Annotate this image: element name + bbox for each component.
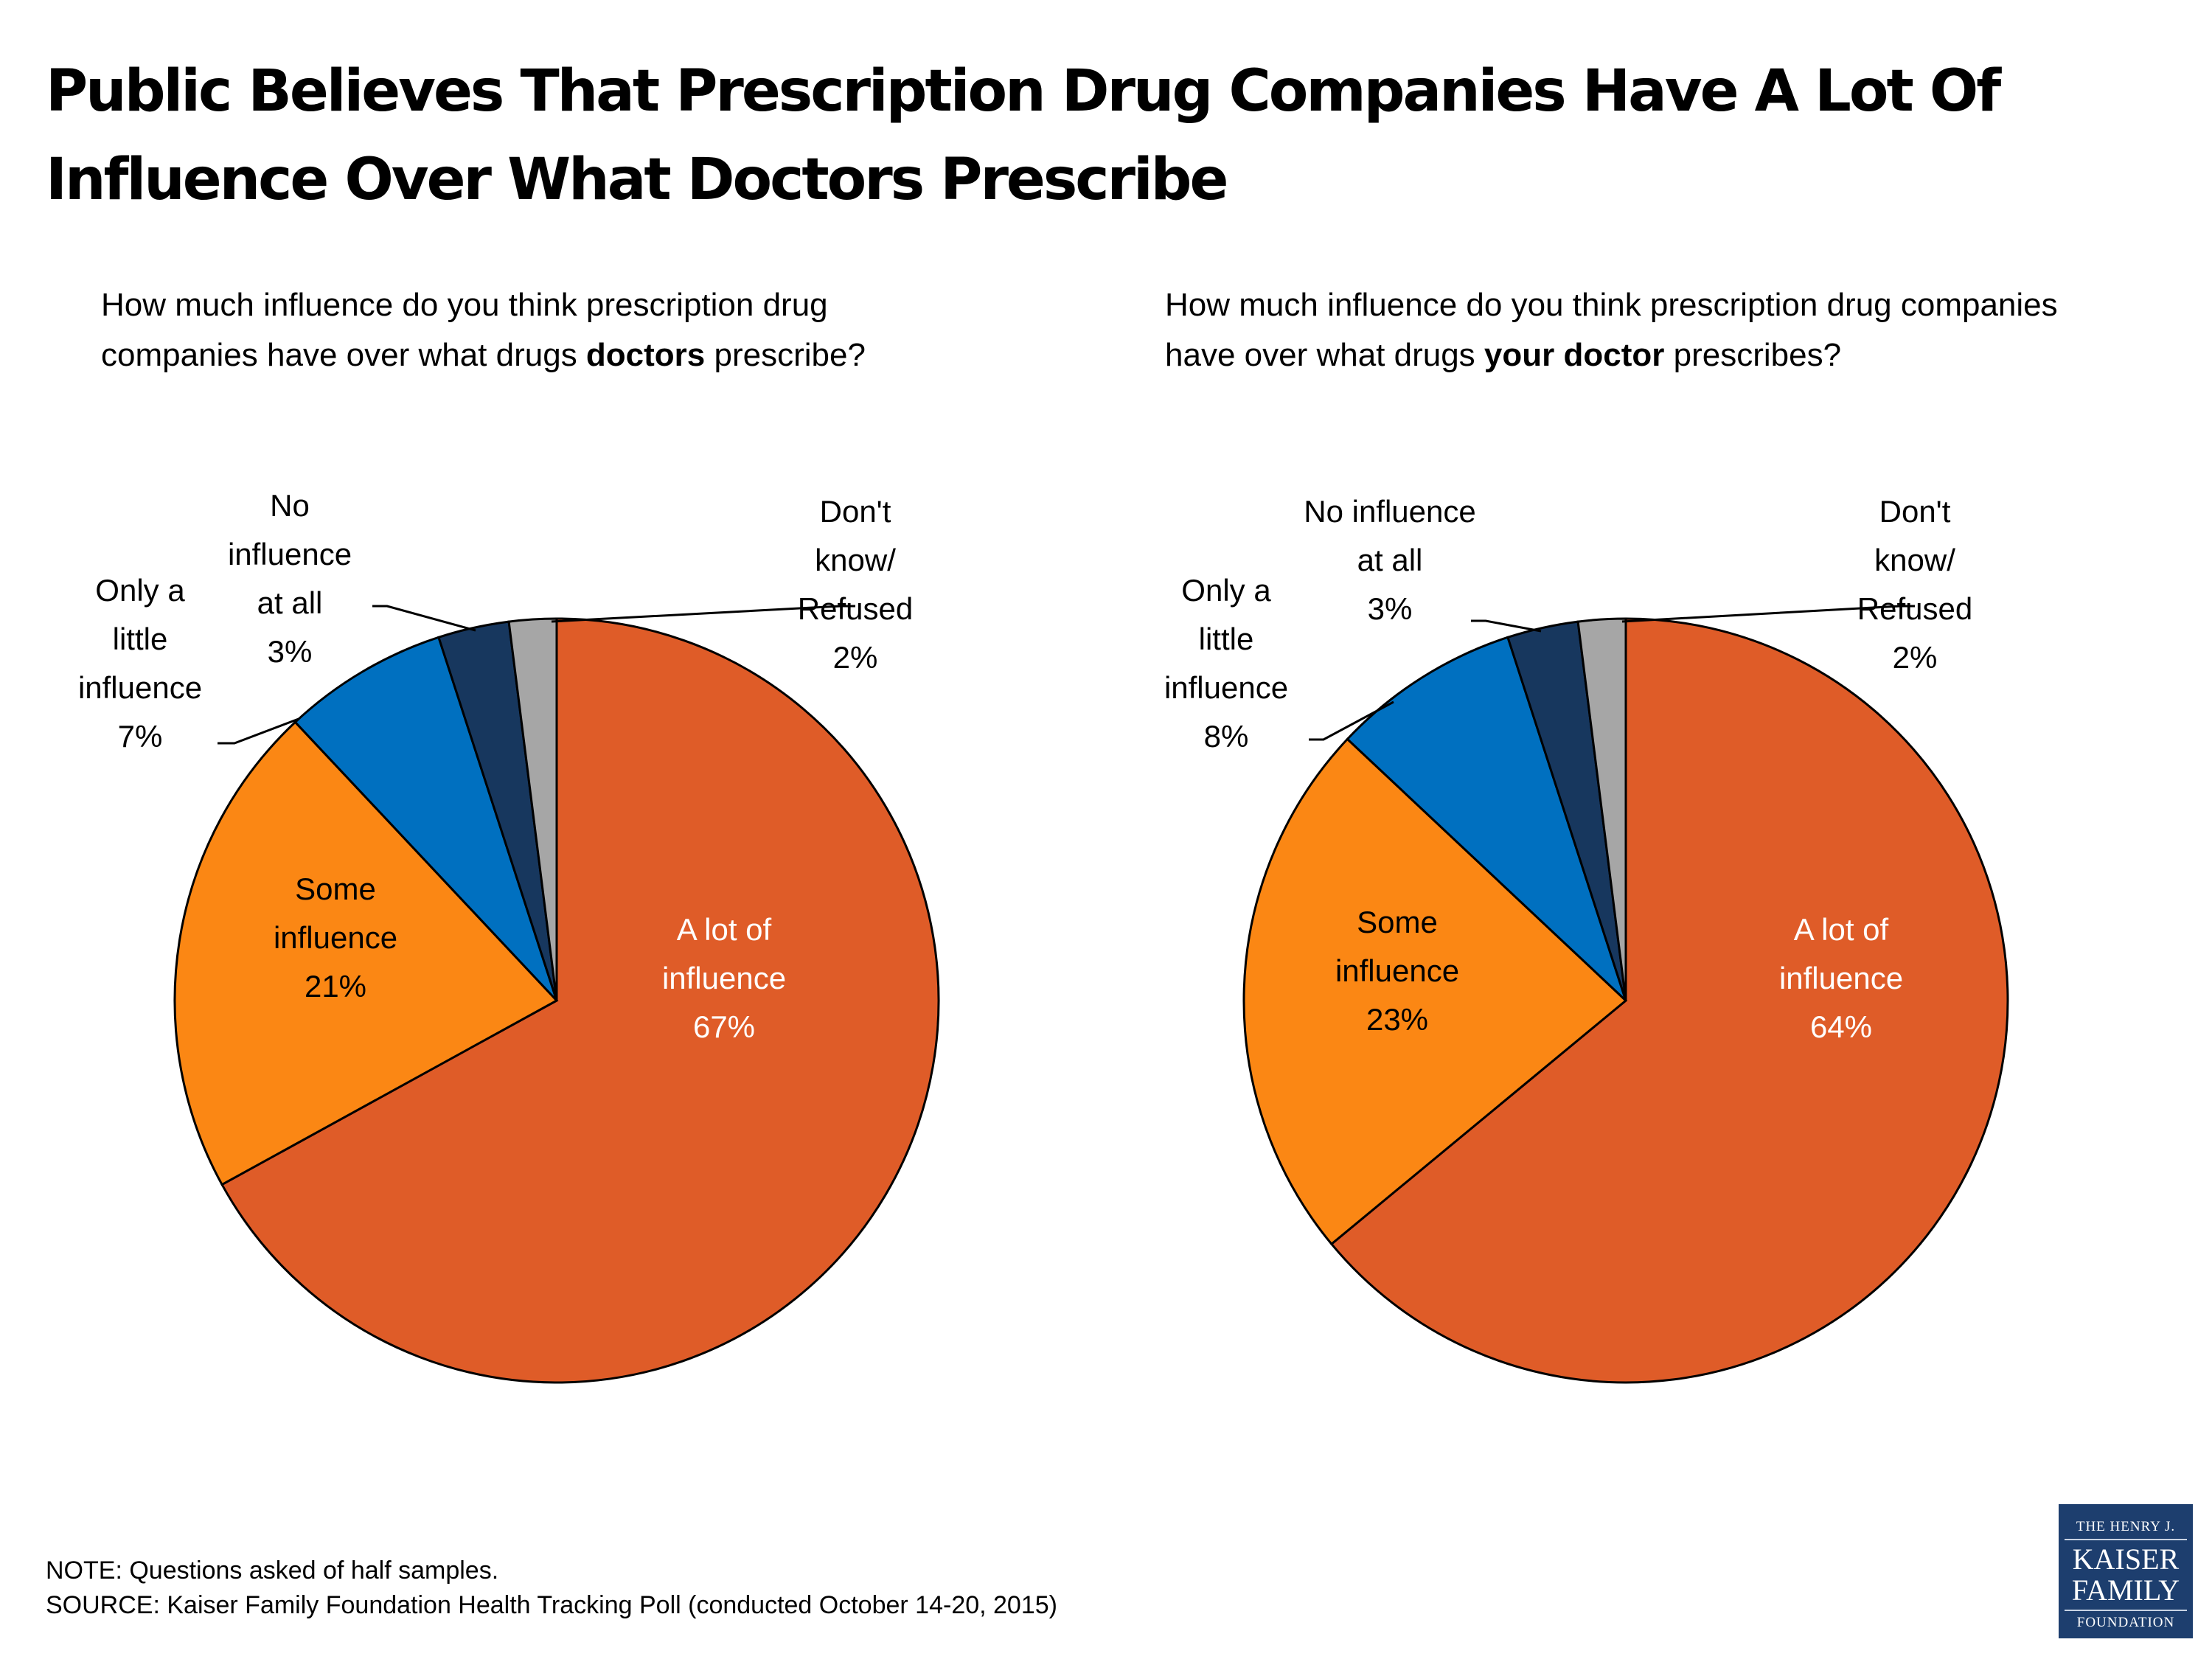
data-label-line: influence xyxy=(274,920,397,955)
question-left-end: prescribe? xyxy=(705,337,866,373)
data-label-line: little xyxy=(1199,622,1254,656)
question-right-end: prescribes? xyxy=(1664,337,1842,373)
data-label-line: influence xyxy=(1335,953,1459,988)
data-label: No influence at all 3% xyxy=(228,488,352,669)
leader-line xyxy=(372,605,476,632)
pie-slice-only-a-little-influence xyxy=(293,636,558,1002)
data-label: Some influence 21% xyxy=(274,872,397,1004)
data-label: Some influence 23% xyxy=(1335,905,1459,1037)
leader-line xyxy=(1471,619,1542,633)
leader-line xyxy=(218,717,299,745)
data-label-line: A lot of xyxy=(1794,912,1889,947)
leader-line xyxy=(1621,605,1915,623)
question-left: How much influence do you think prescrip… xyxy=(101,280,986,380)
data-label: Don't know/Refused 2% xyxy=(798,494,913,675)
data-label: No influence at all 3% xyxy=(1304,494,1475,626)
data-label-line: know/ xyxy=(815,543,896,577)
data-label-line: 64% xyxy=(1810,1009,1872,1044)
data-label-line: influence xyxy=(228,537,352,571)
data-label-line: 3% xyxy=(268,634,313,669)
data-label-line: Refused xyxy=(798,591,913,626)
data-label-line: 67% xyxy=(693,1009,755,1044)
data-label-line: 21% xyxy=(305,969,366,1004)
data-label-line: influence xyxy=(1164,670,1288,705)
data-label-line: know/ xyxy=(1874,543,1955,577)
question-right: How much influence do you think prescrip… xyxy=(1165,280,2124,380)
pie-slice-a-lot-of-influence xyxy=(1329,617,2009,1384)
chart-title: Public Believes That Prescription Drug C… xyxy=(46,58,2001,213)
data-label: Don't know/Refused 2% xyxy=(1857,494,1972,675)
data-label-line: at all xyxy=(1357,543,1423,577)
data-label-line: Refused xyxy=(1857,591,1972,626)
question-right-emphasis: your doctor xyxy=(1484,337,1665,373)
data-label-line: Don't xyxy=(820,494,891,529)
data-label-line: Some xyxy=(1357,905,1438,939)
pie-slice-don-t-know-refused xyxy=(507,617,558,1001)
pie-slice-a-lot-of-influence xyxy=(220,617,940,1384)
data-label-line: Don't xyxy=(1879,494,1951,529)
data-label-line: A lot of xyxy=(677,912,772,947)
leader-line xyxy=(551,605,855,623)
data-label-line: 2% xyxy=(833,640,878,675)
data-label-line: Only a xyxy=(95,573,185,608)
data-label-line: little xyxy=(113,622,168,656)
logo-line-4: FOUNDATION xyxy=(2076,1615,2175,1630)
note-text: NOTE: Questions asked of half samples. xyxy=(46,1557,499,1585)
leader-line xyxy=(1309,700,1394,741)
data-label: Only a little influence 7% xyxy=(78,573,202,754)
data-label-line: No xyxy=(270,488,310,523)
data-label-line: 3% xyxy=(1368,591,1413,626)
data-label: A lot of influence 67% xyxy=(662,912,786,1044)
data-label-line: Only a xyxy=(1181,573,1271,608)
pie-chart-doctors: A lot of influence 67% Some influence 21% Only… xyxy=(78,488,940,1384)
question-left-text: How much influence do you think prescrip… xyxy=(101,287,828,373)
data-label-line: at all xyxy=(257,585,323,620)
data-label-line: 8% xyxy=(1204,719,1249,754)
data-label-line: influence xyxy=(1779,961,1903,995)
pie-slice-don-t-know-refused xyxy=(1576,617,1627,1001)
pie-slice-only-a-little-influence xyxy=(1346,636,1627,1002)
question-left-emphasis: doctors xyxy=(585,337,706,373)
logo-divider-bottom xyxy=(2065,1610,2187,1611)
data-label-line: 23% xyxy=(1366,1002,1428,1037)
data-label-line: Some xyxy=(295,872,376,906)
pie-slice-some-influence xyxy=(173,720,559,1186)
logo-line-3: FAMILY xyxy=(2071,1573,2180,1607)
data-label-line: 7% xyxy=(118,719,163,754)
question-right-text: How much influence do you think prescrip… xyxy=(1165,287,2058,373)
logo-divider-top xyxy=(2065,1539,2187,1540)
data-label-line: No influence xyxy=(1304,494,1475,529)
pie-slice-some-influence xyxy=(1242,737,1628,1246)
logo-line-1: THE HENRY J. xyxy=(2076,1519,2176,1534)
source-text: SOURCE: Kaiser Family Foundation Health … xyxy=(46,1591,1057,1619)
data-label-line: 2% xyxy=(1893,640,1938,675)
data-label: Only a little influence 8% xyxy=(1164,573,1288,754)
logo-line-2: KAISER xyxy=(2072,1543,2180,1576)
data-label-line: influence xyxy=(78,670,202,705)
kff-logo: THE HENRY J. KAISER FAMILY FOUNDATION xyxy=(2059,1504,2193,1638)
pie-chart-your-doctor: A lot of influence 64% Some influence 23% Only… xyxy=(1164,494,2009,1384)
data-label: A lot of influence 64% xyxy=(1779,912,1903,1044)
data-label-line: influence xyxy=(662,961,786,995)
